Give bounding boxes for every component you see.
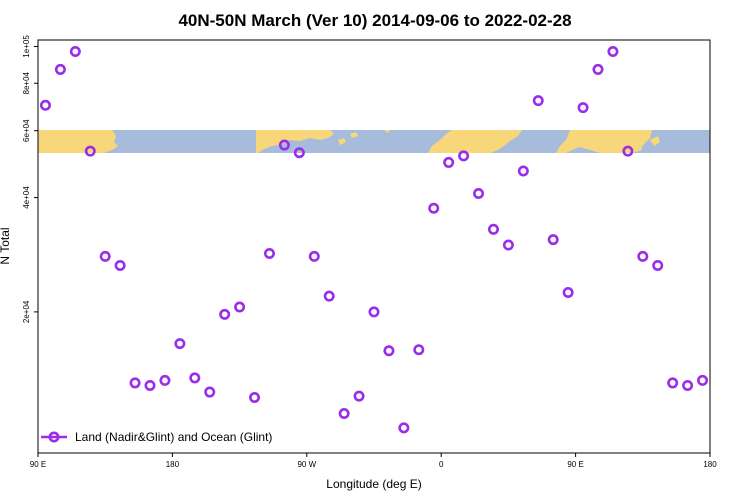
data-point bbox=[69, 45, 81, 57]
y-tick-label: 6e+04 bbox=[22, 119, 31, 142]
data-point bbox=[219, 308, 231, 320]
data-point bbox=[54, 63, 66, 75]
data-point bbox=[383, 345, 395, 357]
data-point bbox=[473, 188, 485, 200]
legend: Land (Nadir&Glint) and Ocean (Glint) bbox=[41, 430, 272, 444]
x-tick-label: 180 bbox=[166, 460, 180, 469]
data-point bbox=[443, 156, 455, 168]
data-point bbox=[353, 390, 365, 402]
x-tick-label: 90 E bbox=[30, 460, 46, 469]
map-land bbox=[458, 134, 476, 142]
data-point bbox=[428, 202, 440, 214]
x-tick-label: 0 bbox=[439, 460, 444, 469]
data-point bbox=[532, 95, 544, 107]
data-point bbox=[234, 301, 246, 313]
data-point bbox=[144, 379, 156, 391]
plot-area-frame bbox=[37, 39, 711, 454]
data-point bbox=[637, 250, 649, 262]
y-axis-label: N Total bbox=[0, 227, 12, 264]
y-tick-label: 8e+04 bbox=[22, 71, 31, 94]
data-point bbox=[308, 250, 320, 262]
data-points bbox=[39, 45, 709, 434]
data-point bbox=[263, 247, 275, 259]
x-tick-label: 90 W bbox=[297, 460, 316, 469]
map-land bbox=[634, 144, 642, 152]
data-point bbox=[577, 102, 589, 114]
data-point bbox=[502, 239, 514, 251]
data-point bbox=[189, 372, 201, 384]
data-point bbox=[249, 392, 261, 404]
data-point bbox=[293, 147, 305, 159]
data-point bbox=[174, 338, 186, 350]
data-point bbox=[323, 290, 335, 302]
data-point bbox=[622, 145, 634, 157]
data-point bbox=[487, 223, 499, 235]
data-point bbox=[398, 422, 410, 434]
x-tick-label: 180 bbox=[703, 460, 717, 469]
map-land bbox=[338, 138, 346, 145]
map-land bbox=[650, 136, 660, 146]
legend-label: Land (Nadir&Glint) and Ocean (Glint) bbox=[75, 430, 272, 444]
data-point bbox=[368, 306, 380, 318]
data-point bbox=[517, 165, 529, 177]
data-point bbox=[458, 150, 470, 162]
data-point bbox=[562, 286, 574, 298]
data-point bbox=[652, 259, 664, 271]
data-point bbox=[682, 379, 694, 391]
map-land bbox=[350, 132, 358, 138]
data-point bbox=[667, 377, 679, 389]
map-land bbox=[256, 130, 334, 153]
chart-title: 40N-50N March (Ver 10) 2014-09-06 to 202… bbox=[178, 11, 571, 30]
data-point bbox=[607, 45, 619, 57]
data-point bbox=[338, 408, 350, 420]
data-point bbox=[129, 377, 141, 389]
data-point bbox=[592, 63, 604, 75]
map-ocean bbox=[38, 130, 710, 153]
data-point bbox=[39, 99, 51, 111]
x-axis-ticks: 90 E 180 90 W 0 90 E 180 bbox=[30, 453, 717, 469]
world-map-strip bbox=[38, 130, 710, 153]
data-point bbox=[413, 344, 425, 356]
data-point bbox=[114, 259, 126, 271]
map-land bbox=[38, 130, 118, 153]
data-point bbox=[547, 234, 559, 246]
y-tick-label: 1e+05 bbox=[22, 35, 31, 58]
legend-marker bbox=[48, 431, 60, 443]
y-tick-label: 2e+04 bbox=[22, 300, 31, 323]
x-tick-label: 90 E bbox=[567, 460, 583, 469]
x-axis-label: Longitude (deg E) bbox=[326, 477, 421, 491]
y-axis-ticks: 2e+04 4e+04 6e+04 8e+04 1e+05 bbox=[22, 35, 38, 323]
map-land bbox=[384, 130, 390, 133]
data-point bbox=[697, 374, 709, 386]
data-point bbox=[204, 386, 216, 398]
data-point bbox=[99, 250, 111, 262]
map-land bbox=[428, 130, 522, 153]
data-point bbox=[84, 145, 96, 157]
data-point bbox=[278, 139, 290, 151]
data-point bbox=[159, 374, 171, 386]
y-tick-label: 4e+04 bbox=[22, 186, 31, 209]
